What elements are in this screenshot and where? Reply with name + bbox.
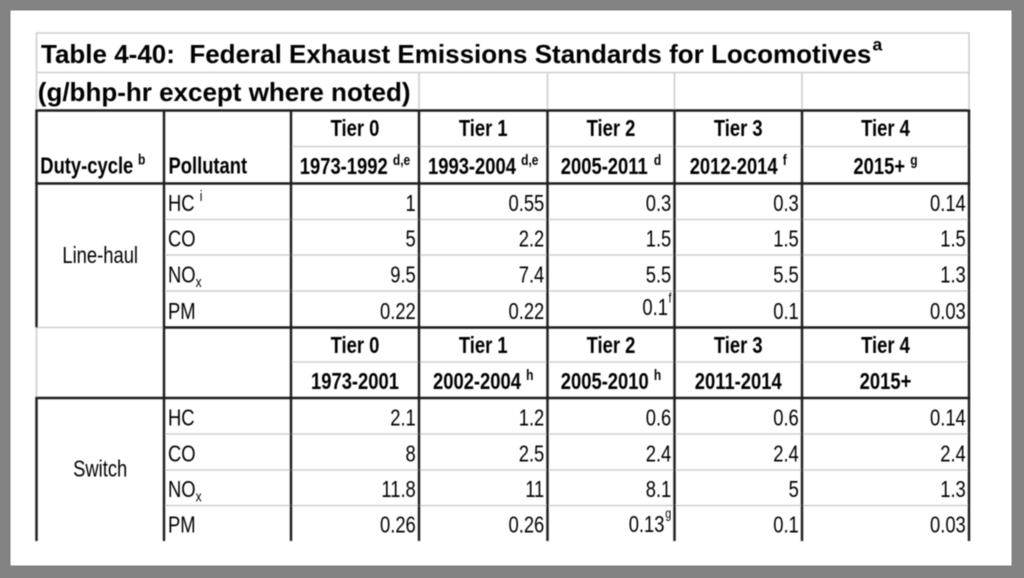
svg-text:0.1: 0.1 [773, 299, 799, 324]
svg-text:Pollutant: Pollutant [168, 154, 247, 179]
svg-text:HC: HC [168, 406, 195, 431]
svg-text:g: g [910, 152, 917, 169]
svg-text:HC: HC [168, 191, 195, 216]
svg-text:2015+: 2015+ [853, 154, 905, 179]
svg-text:Tier 3: Tier 3 [714, 333, 763, 358]
svg-text:0.26: 0.26 [380, 513, 416, 538]
svg-text:CO: CO [168, 442, 196, 467]
svg-text:NO: NO [168, 263, 196, 288]
svg-text:1.3: 1.3 [940, 263, 966, 288]
svg-text:11: 11 [525, 477, 544, 502]
svg-text:0.14: 0.14 [930, 406, 966, 431]
svg-text:0.03: 0.03 [930, 513, 966, 538]
svg-text:PM: PM [168, 299, 196, 324]
svg-text:0.03: 0.03 [930, 299, 966, 324]
svg-text:8: 8 [406, 442, 416, 467]
svg-text:f: f [783, 152, 787, 169]
svg-text:0.6: 0.6 [646, 406, 672, 431]
svg-text:NO: NO [168, 477, 196, 502]
svg-text:a: a [873, 35, 883, 55]
svg-text:1.5: 1.5 [646, 227, 672, 252]
svg-text:0.1: 0.1 [642, 295, 668, 320]
svg-text:0.3: 0.3 [646, 191, 672, 216]
svg-text:Tier 0: Tier 0 [331, 333, 380, 358]
svg-text:1.5: 1.5 [773, 227, 799, 252]
svg-text:2.4: 2.4 [646, 442, 672, 467]
svg-text:5.5: 5.5 [773, 263, 799, 288]
svg-text:2002-2004: 2002-2004 [433, 369, 521, 394]
svg-text:Tier 3: Tier 3 [714, 116, 763, 141]
svg-text:2005-2010: 2005-2010 [561, 369, 649, 394]
svg-text:2015+: 2015+ [860, 369, 912, 394]
svg-text:1.2: 1.2 [519, 406, 545, 431]
svg-text:0.55: 0.55 [509, 191, 545, 216]
svg-text:0.1: 0.1 [773, 513, 799, 538]
svg-text:Tier 1: Tier 1 [459, 116, 508, 141]
svg-text:0.14: 0.14 [930, 191, 966, 216]
svg-text:Line-haul: Line-haul [62, 243, 138, 268]
svg-text:Duty-cycle: Duty-cycle [40, 154, 133, 179]
svg-text:h: h [654, 367, 661, 384]
svg-text:h: h [526, 367, 533, 384]
svg-text:0.13: 0.13 [629, 512, 665, 537]
svg-text:0.26: 0.26 [509, 513, 545, 538]
svg-text:0.22: 0.22 [380, 299, 416, 324]
svg-text:11.8: 11.8 [381, 477, 415, 502]
svg-text:2011-2014: 2011-2014 [695, 369, 782, 394]
svg-text:x: x [196, 274, 202, 291]
svg-text:1: 1 [406, 191, 416, 216]
svg-text:1.3: 1.3 [940, 477, 966, 502]
svg-text:CO: CO [168, 227, 196, 252]
svg-text:5: 5 [789, 477, 799, 502]
svg-text:Tier 2: Tier 2 [587, 333, 636, 358]
svg-text:0.3: 0.3 [773, 191, 799, 216]
svg-text:d,e: d,e [521, 152, 539, 169]
svg-text:2005-2011: 2005-2011 [561, 154, 648, 179]
svg-text:i: i [200, 188, 203, 205]
svg-text:Switch: Switch [73, 457, 127, 482]
svg-text:d,e: d,e [393, 152, 411, 169]
svg-text:Tier 2: Tier 2 [587, 116, 636, 141]
svg-text:0.22: 0.22 [509, 299, 545, 324]
svg-text:1973-1992: 1973-1992 [300, 154, 388, 179]
svg-text:(g/bhp-hr except where noted): (g/bhp-hr except where noted) [38, 77, 411, 107]
svg-text:2012-2014: 2012-2014 [690, 154, 778, 179]
svg-text:g: g [665, 506, 671, 521]
svg-text:0.6: 0.6 [773, 406, 799, 431]
svg-text:2.2: 2.2 [519, 227, 545, 252]
svg-text:Tier 1: Tier 1 [459, 333, 508, 358]
svg-text:x: x [196, 488, 202, 505]
svg-text:Table 4-40: Federal Exhaust E: Table 4-40: Federal Exhaust Emissions St… [41, 39, 871, 69]
svg-text:1.5: 1.5 [940, 227, 966, 252]
svg-text:7.4: 7.4 [519, 263, 545, 288]
svg-text:8.1: 8.1 [646, 477, 672, 502]
svg-text:2.5: 2.5 [519, 442, 545, 467]
svg-text:d: d [654, 152, 661, 169]
svg-text:5.5: 5.5 [646, 263, 672, 288]
svg-text:f: f [668, 290, 672, 305]
svg-text:PM: PM [168, 513, 196, 538]
svg-text:Tier 0: Tier 0 [331, 116, 380, 141]
svg-text:2.4: 2.4 [940, 442, 966, 467]
svg-text:5: 5 [406, 227, 416, 252]
svg-text:Tier 4: Tier 4 [861, 116, 910, 141]
svg-text:1973-2001: 1973-2001 [311, 369, 399, 394]
svg-text:b: b [138, 151, 145, 168]
svg-text:2.1: 2.1 [390, 406, 416, 431]
svg-text:Tier 4: Tier 4 [861, 333, 910, 358]
svg-text:2.4: 2.4 [773, 442, 799, 467]
svg-text:9.5: 9.5 [390, 263, 416, 288]
svg-text:1993-2004: 1993-2004 [428, 154, 516, 179]
